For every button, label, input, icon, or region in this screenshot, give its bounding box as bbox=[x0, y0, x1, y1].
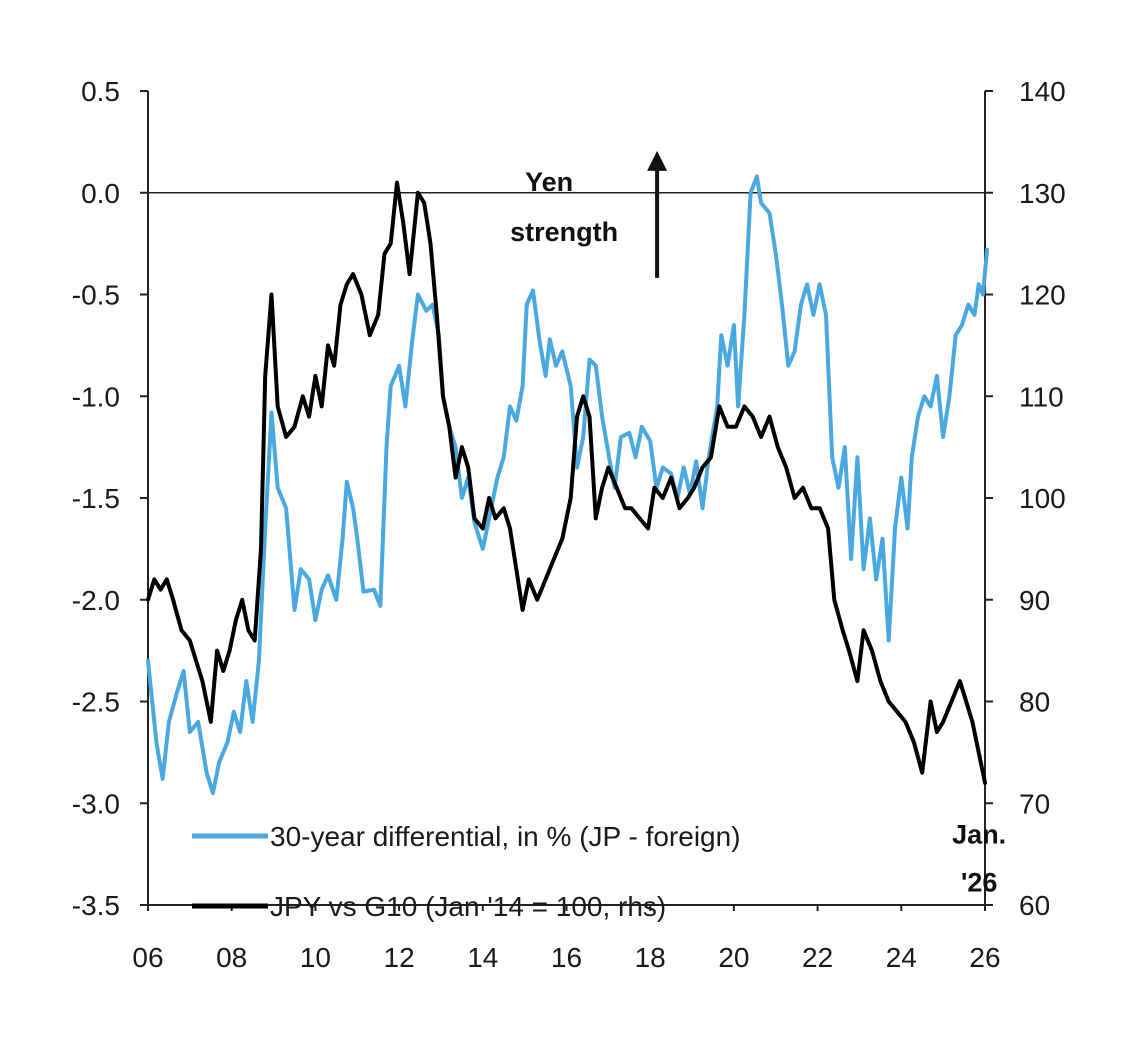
left-tick-label: -3.5 bbox=[72, 890, 120, 921]
series-line-30y-differential bbox=[146, 174, 990, 796]
right-tick-label: 110 bbox=[1019, 381, 1064, 412]
x-tick-label: 10 bbox=[300, 942, 331, 973]
series-line-jpy-vs-g10 bbox=[146, 180, 987, 785]
legend-label: 30-year differential, in % (JP - foreign… bbox=[270, 821, 741, 852]
left-tick-label: -2.0 bbox=[72, 585, 120, 616]
x-tick-label: 16 bbox=[551, 942, 582, 973]
series-lines bbox=[146, 174, 990, 796]
left-tick-label: -3.0 bbox=[72, 788, 120, 819]
annotation-year: '26 bbox=[961, 867, 997, 897]
right-tick-label: 90 bbox=[1019, 585, 1050, 616]
right-tick-label: 80 bbox=[1019, 687, 1050, 718]
left-tick-label: -0.5 bbox=[72, 280, 120, 311]
x-tick-label: 26 bbox=[969, 942, 1000, 973]
legend: 30-year differential, in % (JP - foreign… bbox=[192, 821, 741, 922]
annotation-yen: Yen bbox=[525, 167, 573, 197]
annotations: Yen strength Jan. '26 bbox=[510, 150, 1006, 897]
x-tick-label: 20 bbox=[718, 942, 749, 973]
x-tick-label: 14 bbox=[467, 942, 498, 973]
right-tick-label: 140 bbox=[1019, 76, 1066, 107]
left-tick-label: -1.5 bbox=[72, 483, 120, 514]
x-tick-label: 24 bbox=[886, 942, 917, 973]
x-tick-label: 08 bbox=[216, 942, 247, 973]
left-tick-label: 0.5 bbox=[81, 76, 120, 107]
annotation-strength: strength bbox=[510, 217, 618, 247]
arrow-up-icon bbox=[647, 150, 668, 171]
legend-label: JPY vs G10 (Jan '14 = 100, rhs) bbox=[270, 891, 666, 922]
right-tick-label: 60 bbox=[1019, 890, 1050, 921]
x-tick-label: 12 bbox=[384, 942, 415, 973]
annotation-jan: Jan. bbox=[952, 819, 1006, 849]
x-tick-label: 18 bbox=[635, 942, 666, 973]
left-tick-label: 0.0 bbox=[81, 178, 120, 209]
axes: 0.5 0.0 -0.5 -1.0 -1.5 -2.0 -2.5 -3.0 -3.5 140 130… bbox=[72, 76, 1066, 973]
right-tick-label: 130 bbox=[1019, 178, 1066, 209]
x-tick-label: 22 bbox=[802, 942, 833, 973]
left-tick-label: -2.5 bbox=[72, 687, 120, 718]
right-tick-label: 70 bbox=[1019, 788, 1050, 819]
x-tick-label: 06 bbox=[132, 942, 163, 973]
left-tick-label: -1.0 bbox=[72, 381, 120, 412]
right-tick-label: 120 bbox=[1019, 280, 1066, 311]
right-tick-label: 100 bbox=[1019, 483, 1066, 514]
